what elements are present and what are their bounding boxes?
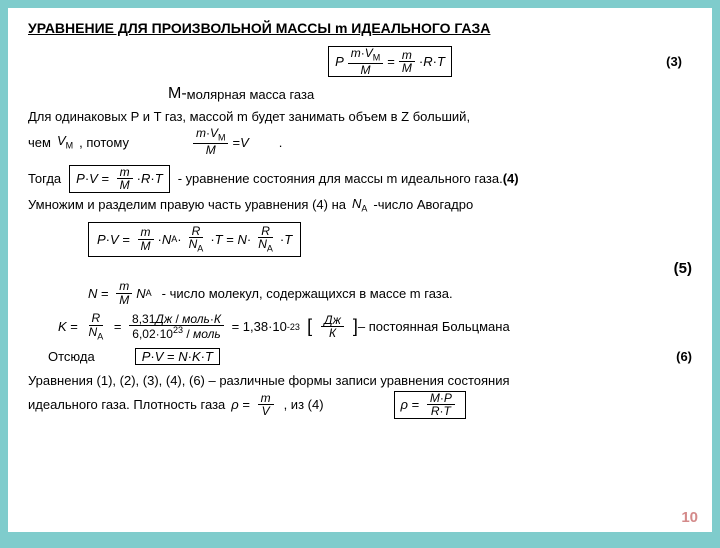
rho-eq: ρ = M·PR·T [394, 391, 466, 419]
page-title: УРАВНЕНИЕ ДЛЯ ПРОИЗВОЛЬНОЙ МАССЫ m ИДЕАЛ… [28, 20, 692, 36]
eq5-num: (5) [674, 260, 692, 277]
eq-inline: m·VMM = V [189, 127, 249, 156]
final-line2: идеального газа. Плотность газа ρ = mV ,… [28, 391, 692, 419]
then-text: - уравнение состояния для массы m идеаль… [178, 171, 503, 186]
eq5-box: P·V = mM ·NA · RNA ·T = N· RNA ·T [88, 222, 301, 257]
eq6-num: (6) [676, 349, 692, 364]
molar-text: молярная масса газа [187, 87, 315, 102]
eq3-row: P m·VM M = m M ·R·T (3) [28, 46, 692, 77]
eq5-row: P·V = mM ·NA · RNA ·T = N· RNA ·T [88, 222, 692, 257]
then-row: Тогда P·V = mM ·R·T - уравнение состояни… [28, 165, 692, 193]
page-number: 10 [681, 509, 698, 526]
rho-def: ρ = mV [231, 392, 277, 418]
molar-M: М- [168, 85, 187, 103]
frac: m M [399, 49, 415, 75]
para1: Для одинаковых P и T газ, массой m будет… [28, 109, 692, 156]
para1-line1: Для одинаковых P и T газ, массой m будет… [28, 109, 692, 124]
k-def: K = RNA = 8,31Дж / моль·К 6,02·1023 / мо… [58, 312, 300, 341]
otsuda-row: Отсюда P·V = N·K·T (6) [48, 348, 692, 365]
k-unit-bracket: [ ДжК ] [307, 314, 358, 340]
k-row: K = RNA = 8,31Дж / моль·К 6,02·1023 / мо… [58, 312, 692, 341]
k-text: – постоянная Больцмана [358, 319, 510, 334]
n-text: - число молекул, содержащихся в массе m … [162, 286, 453, 301]
eq4-num: (4) [503, 171, 519, 186]
n-def: N = mM NA [88, 280, 152, 306]
final-para: Уравнения (1), (2), (3), (4), (6) – разл… [28, 373, 692, 419]
eq4-box: P·V = mM ·R·T [69, 165, 170, 193]
slide-page: УРАВНЕНИЕ ДЛЯ ПРОИЗВОЛЬНОЙ МАССЫ m ИДЕАЛ… [8, 8, 712, 532]
vm-inline: VM [57, 133, 73, 151]
eq3-box: P m·VM M = m M ·R·T [328, 46, 452, 77]
na-inline: NA [352, 196, 367, 214]
eq6-box: P·V = N·K·T [135, 348, 220, 365]
para1-line2: чем VM , потому m·VMM = V . [28, 127, 692, 156]
then-label: Тогда [28, 171, 61, 186]
eq3-num: (3) [666, 54, 682, 69]
frac: m·VM M [348, 47, 384, 76]
sym: P [335, 54, 344, 69]
n-def-row: N = mM NA - число молекул, содержащихся … [88, 280, 692, 306]
mult-row: Умножим и разделим правую часть уравнени… [28, 196, 692, 214]
otsuda: Отсюда [48, 349, 95, 364]
eq5-num-row: (5) [28, 260, 692, 277]
molar-line: М- молярная масса газа [168, 85, 692, 103]
